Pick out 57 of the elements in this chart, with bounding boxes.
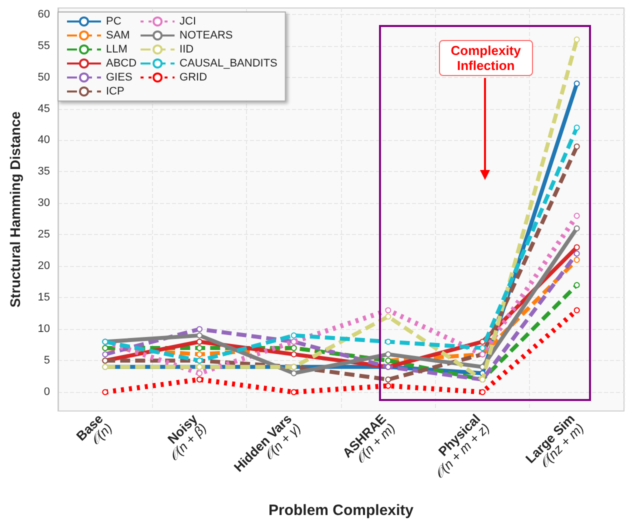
point	[574, 212, 580, 219]
point	[574, 124, 580, 131]
y-tick-label: 40	[38, 134, 50, 146]
point	[574, 307, 580, 314]
point	[196, 326, 202, 332]
y-tick-label: 60	[38, 8, 50, 20]
point	[196, 351, 202, 358]
legend-label: ICP	[106, 86, 124, 98]
point	[574, 144, 580, 150]
y-tick-label: 10	[38, 323, 50, 336]
point	[385, 376, 392, 383]
legend-label: ABCD	[106, 58, 137, 70]
legend-label: SAM	[106, 30, 130, 42]
y-tick-label: 50	[38, 71, 50, 84]
y-tick-label: 5	[44, 354, 50, 367]
point	[385, 314, 392, 320]
y-tick-label: 15	[38, 292, 50, 304]
point	[196, 376, 202, 383]
legend-label: LLM	[106, 44, 128, 56]
point	[574, 225, 580, 232]
point	[102, 351, 108, 358]
point	[385, 338, 392, 345]
point	[196, 338, 202, 345]
y-tick-label: 35	[38, 166, 50, 178]
point	[290, 332, 297, 338]
point	[574, 256, 580, 263]
legend-label: PC	[106, 16, 122, 28]
point	[196, 370, 202, 376]
annotation: Complexity Inflection	[438, 40, 533, 76]
legend-label: GIES	[106, 72, 132, 84]
y-axis-title: Structural Hamming Distance	[7, 111, 23, 308]
y-tick-label: 25	[38, 228, 50, 241]
point	[196, 332, 202, 338]
point	[574, 80, 580, 87]
legend-label: CAUSAL_BANDITS	[180, 58, 278, 70]
legend-label: GRID	[180, 72, 208, 84]
y-tick-label: 20	[38, 260, 50, 272]
point	[102, 389, 108, 396]
point	[574, 36, 580, 42]
legend-label: JCI	[180, 16, 196, 28]
point	[480, 345, 486, 352]
y-tick-label: 45	[38, 102, 50, 115]
x-axis-title: Problem Complexity	[268, 502, 414, 519]
point	[574, 250, 580, 257]
point	[385, 307, 392, 314]
point	[385, 351, 392, 358]
legend-label: IID	[180, 44, 194, 56]
point	[574, 244, 580, 250]
point	[196, 345, 202, 352]
y-tick-label: 55	[38, 40, 50, 52]
point	[290, 351, 297, 358]
point	[290, 370, 297, 376]
point	[574, 282, 580, 288]
y-tick-label: 30	[38, 197, 50, 210]
legend-label: NOTEARS	[180, 30, 233, 42]
point	[480, 338, 486, 345]
y-tick-label: 0	[44, 386, 50, 398]
